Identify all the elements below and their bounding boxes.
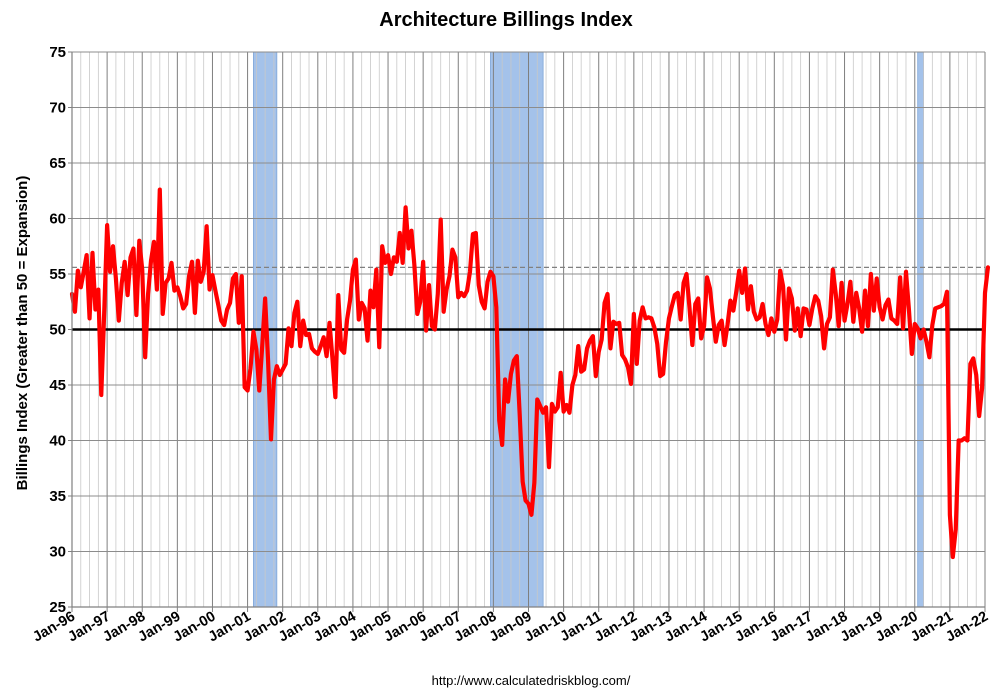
series-line-0 xyxy=(69,187,991,560)
y-tick-label: 45 xyxy=(49,377,66,394)
y-tick-label: 40 xyxy=(49,433,66,450)
x-tick-labels: Jan-96Jan-97Jan-98Jan-99Jan-00Jan-01Jan-… xyxy=(30,607,991,645)
y-tick-label: 60 xyxy=(49,211,66,228)
y-tick-label: 30 xyxy=(49,544,66,561)
chart-title: Architecture Billings Index xyxy=(379,9,632,31)
y-tick-label: 75 xyxy=(49,44,66,61)
source-credit: http://www.calculatedriskblog.com/ xyxy=(432,673,631,688)
y-tick-label: 70 xyxy=(49,100,66,117)
y-axis-label: Billings Index (Greater than 50 = Expans… xyxy=(14,176,31,491)
y-tick-label: 25 xyxy=(49,599,66,616)
y-tick-labels: 25 30 35 40 45 50 55 60 65 70 75 xyxy=(49,44,72,616)
y-tick-label: 55 xyxy=(49,266,66,283)
y-tick-label: 50 xyxy=(49,322,66,339)
series-lines xyxy=(69,187,991,560)
y-tick-label: 65 xyxy=(49,155,66,172)
y-tick-label: 35 xyxy=(49,488,66,505)
reference-lines xyxy=(72,266,985,331)
